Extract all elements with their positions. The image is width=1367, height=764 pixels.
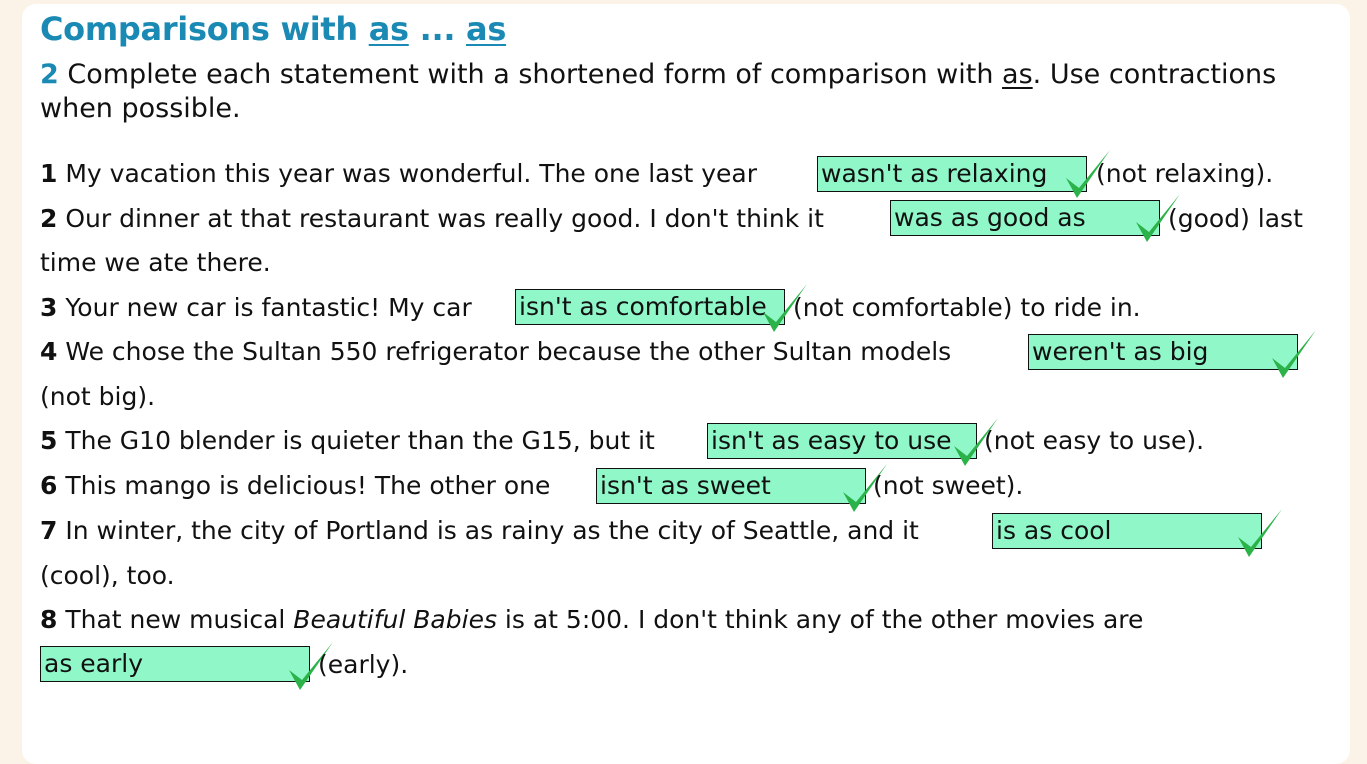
instructions: 2 Complete each statement with a shorten… (40, 59, 1277, 124)
answer-field-8[interactable]: as early (40, 646, 310, 682)
item-6-hint: (not sweet). (873, 471, 1024, 500)
answer-field-2[interactable]: was as good as (890, 200, 1160, 236)
item-5: 5 The G10 blender is quieter than the G1… (40, 426, 655, 455)
item-2: 2 Our dinner at that restaurant was real… (40, 204, 824, 233)
answer-field-3[interactable]: isn't as comfortable (515, 289, 785, 325)
item-7: 7 In winter, the city of Portland is as … (40, 516, 919, 545)
checkmark-icon (1272, 330, 1316, 378)
item-8-hint: (early). (318, 650, 409, 679)
item-6: 6 This mango is delicious! The other one (40, 471, 551, 500)
item-2-continued: time we ate there. (40, 248, 271, 277)
answer-field-7[interactable]: is as cool (992, 513, 1262, 549)
exercise-number: 2 (40, 59, 59, 90)
musical-title: Beautiful Babies (293, 605, 497, 634)
exercise-card (22, 4, 1350, 764)
item-5-hint: (not easy to use). (984, 426, 1205, 455)
answer-field-1[interactable]: wasn't as relaxing (817, 156, 1087, 192)
item-4-continued: (not big). (40, 382, 156, 411)
item-1: 1 My vacation this year was wonderful. T… (40, 159, 758, 188)
title-as-1: as (368, 10, 409, 48)
answer-field-6[interactable]: isn't as sweet (596, 468, 866, 504)
answer-field-4[interactable]: weren't as big (1028, 334, 1298, 370)
item-3: 3 Your new car is fantastic! My car (40, 293, 472, 322)
item-8: 8 That new musical Beautiful Babies is a… (40, 605, 1144, 634)
title-as-2: as (466, 10, 507, 48)
checkmark-icon (1238, 509, 1282, 557)
item-4: 4 We chose the Sultan 550 refrigerator b… (40, 337, 952, 366)
page-title: Comparisons with as ... as (40, 10, 507, 48)
item-3-hint: (not comfortable) to ride in. (793, 293, 1141, 322)
item-2-hint: (good) last (1168, 204, 1303, 233)
answer-field-5[interactable]: isn't as easy to use (707, 423, 977, 459)
item-7-continued: (cool), too. (40, 561, 175, 590)
item-1-hint: (not relaxing). (1096, 159, 1274, 188)
